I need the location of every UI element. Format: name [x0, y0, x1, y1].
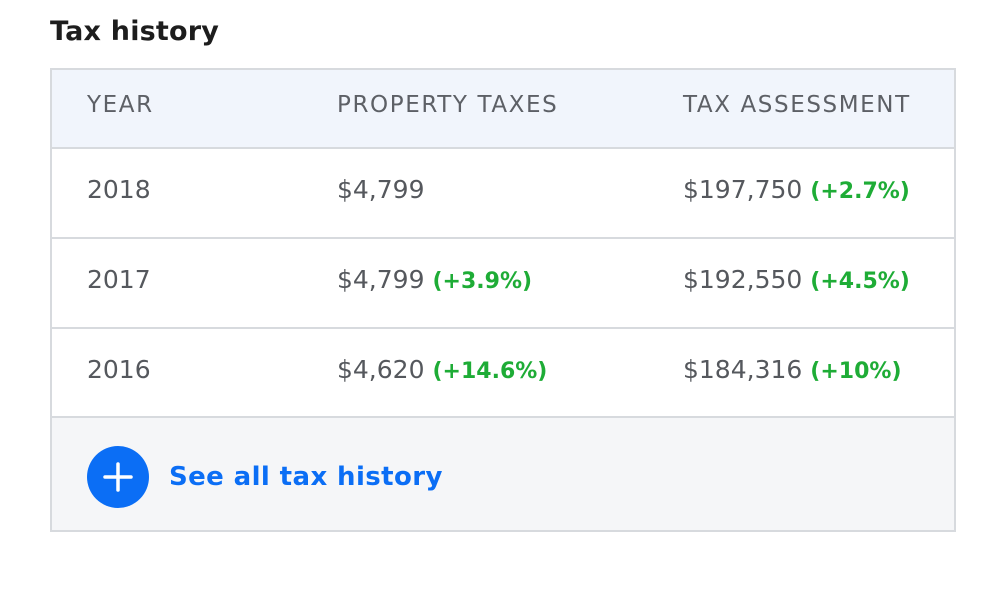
- property-taxes-value: $4,799: [337, 175, 425, 204]
- table-row: 2016 $4,620 (+14.6%) $184,316 (+10%): [52, 329, 954, 418]
- property-taxes-change: (+14.6%): [432, 359, 548, 384]
- tax-history-table: YEAR PROPERTY TAXES TAX ASSESSMENT 2018 …: [50, 68, 956, 532]
- section-title: Tax history: [50, 16, 220, 47]
- header-year: YEAR: [87, 92, 154, 118]
- see-all-tax-history-label[interactable]: See all tax history: [169, 462, 443, 492]
- year-cell: 2017: [87, 265, 151, 294]
- property-taxes-value: $4,799: [337, 265, 425, 294]
- year-cell: 2018: [87, 175, 151, 204]
- table-header: YEAR PROPERTY TAXES TAX ASSESSMENT: [52, 70, 954, 149]
- property-taxes-cell: $4,799 (+3.9%): [337, 265, 532, 294]
- tax-assessment-change: (+4.5%): [810, 269, 910, 294]
- plus-button[interactable]: [87, 446, 149, 508]
- property-taxes-value: $4,620: [337, 355, 425, 384]
- table-row: 2018 $4,799 $197,750 (+2.7%): [52, 149, 954, 239]
- property-taxes-cell: $4,799: [337, 175, 424, 204]
- property-taxes-cell: $4,620 (+14.6%): [337, 355, 547, 384]
- table-row: 2017 $4,799 (+3.9%) $192,550 (+4.5%): [52, 239, 954, 329]
- tax-assessment-change: (+2.7%): [810, 179, 910, 204]
- plus-icon: [103, 462, 133, 492]
- tax-assessment-value: $184,316: [683, 355, 803, 384]
- tax-assessment-cell: $197,750 (+2.7%): [683, 175, 910, 204]
- header-property-taxes: PROPERTY TAXES: [337, 92, 559, 118]
- tax-assessment-value: $197,750: [683, 175, 803, 204]
- tax-assessment-value: $192,550: [683, 265, 803, 294]
- see-all-tax-history-link[interactable]: See all tax history: [87, 446, 443, 508]
- year-cell: 2016: [87, 355, 151, 384]
- tax-assessment-cell: $192,550 (+4.5%): [683, 265, 910, 294]
- tax-assessment-change: (+10%): [810, 359, 902, 384]
- table-footer: See all tax history: [52, 418, 954, 530]
- header-tax-assessment: TAX ASSESSMENT: [683, 92, 911, 118]
- property-taxes-change: (+3.9%): [432, 269, 533, 294]
- tax-assessment-cell: $184,316 (+10%): [683, 355, 902, 384]
